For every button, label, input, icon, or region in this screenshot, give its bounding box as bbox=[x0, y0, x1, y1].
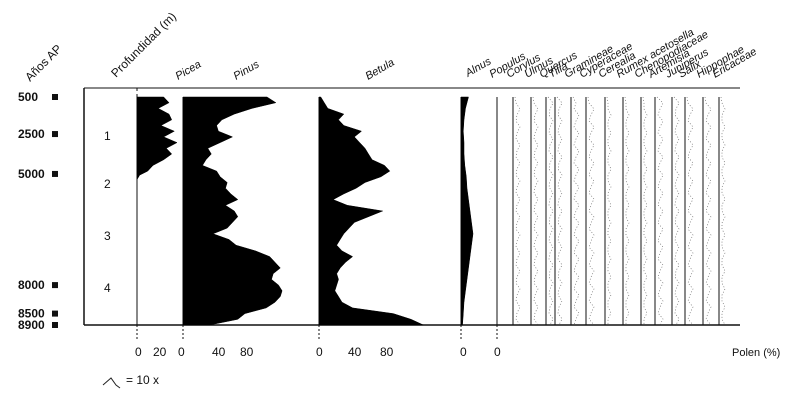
age-tick-marker bbox=[52, 170, 58, 177]
minor-taxon-trace bbox=[514, 96, 521, 326]
depth-header: Profundidad (m) bbox=[108, 9, 179, 80]
scale-tick-label: 40 bbox=[348, 345, 362, 359]
scale-tick-label: 0 bbox=[460, 345, 467, 359]
percentage-scales: 0 20 0 40 80 0 40 80 0 0 bbox=[135, 325, 501, 359]
taxon-label: Picea bbox=[174, 58, 204, 82]
minor-taxon-trace bbox=[686, 96, 694, 326]
legend: = 10 x bbox=[102, 373, 159, 389]
taxon-curve bbox=[136, 96, 178, 181]
minor-taxon-trace bbox=[656, 96, 664, 326]
age-tick-label: 5000 bbox=[18, 167, 45, 181]
age-tick-label: 500 bbox=[18, 90, 38, 104]
minor-taxon-trace bbox=[547, 96, 554, 326]
scale-tick-label: 20 bbox=[153, 345, 167, 359]
minor-taxon-trace bbox=[704, 96, 712, 326]
age-tick-label: 2500 bbox=[18, 127, 45, 141]
scale-tick-label: 0 bbox=[135, 345, 142, 359]
age-tick-marker bbox=[52, 310, 58, 317]
minor-taxon-trace bbox=[587, 96, 595, 326]
minor-taxon-trace bbox=[673, 96, 680, 326]
scale-tick-label: 40 bbox=[212, 345, 226, 359]
depth-tick-label: 3 bbox=[104, 229, 111, 243]
taxon-curve bbox=[460, 96, 474, 326]
taxon-curve bbox=[318, 96, 424, 326]
legend-label: = 10 x bbox=[126, 373, 159, 387]
taxon-label: Alnus bbox=[463, 55, 494, 80]
taxon-curve bbox=[182, 96, 283, 326]
chart-frame bbox=[83, 87, 740, 326]
age-tick-marker bbox=[52, 322, 58, 328]
scale-tick-label: 0 bbox=[316, 345, 323, 359]
depth-tick-label: 2 bbox=[104, 177, 111, 191]
minor-taxon-trace bbox=[624, 96, 630, 325]
age-tick-marker bbox=[52, 282, 58, 289]
depth-tick-label: 1 bbox=[104, 129, 111, 143]
taxa-curves: Picea Pinus Betula AlnusPopulusCorylusUlmus… bbox=[136, 26, 759, 326]
ages-header: Años AP bbox=[22, 42, 64, 84]
minor-taxon-trace bbox=[642, 96, 648, 325]
minor-taxon-trace bbox=[556, 96, 563, 326]
taxon-label: Betula bbox=[364, 57, 397, 83]
column-headers: Años AP Profundidad (m) bbox=[22, 9, 179, 84]
age-tick-label: 8500 bbox=[18, 307, 45, 321]
scale-tick-label: 80 bbox=[240, 345, 254, 359]
minor-taxon-trace bbox=[720, 96, 726, 326]
age-tick-marker bbox=[52, 94, 58, 100]
age-tick-label: 8900 bbox=[18, 318, 45, 332]
x-axis-title: Polen (%) bbox=[732, 347, 780, 359]
minor-taxon-trace bbox=[606, 96, 612, 325]
depth-axis: 1 2 3 4 bbox=[104, 88, 138, 325]
age-tick-label: 8000 bbox=[18, 278, 45, 292]
scale-tick-label: 0 bbox=[178, 345, 185, 359]
exaggeration-line-icon bbox=[102, 377, 121, 389]
scale-tick-label: 80 bbox=[380, 345, 394, 359]
minor-taxon-trace bbox=[572, 96, 580, 326]
age-tick-marker bbox=[52, 131, 58, 138]
depth-tick-label: 4 bbox=[104, 281, 111, 295]
taxon-label: Pinus bbox=[232, 58, 262, 82]
scale-tick-label: 0 bbox=[494, 345, 501, 359]
minor-taxon-trace bbox=[532, 96, 539, 326]
